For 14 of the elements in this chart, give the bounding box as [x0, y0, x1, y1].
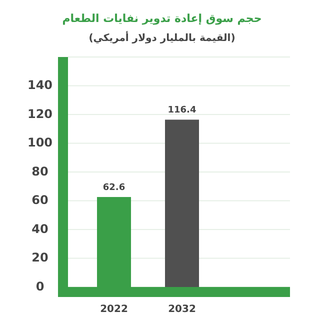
y-tick-label: 100 — [27, 136, 53, 150]
y-tick-label: 0 — [36, 279, 44, 294]
x-tick-label: 2032 — [168, 304, 196, 315]
chart-title: حجم سوق إعادة تدوير نفايات الطعام — [62, 12, 262, 25]
data-label: 62.6 — [102, 183, 126, 194]
data-label: 116.4 — [168, 106, 196, 116]
chart-subtitle: (القيمة بالمليار دولار أمريكي) — [88, 31, 236, 44]
y-tick-label: 20 — [32, 250, 48, 265]
y-tick-label: 80 — [32, 164, 48, 178]
y-tick-label: 140 — [27, 78, 53, 92]
y-tick-label: 120 — [27, 106, 53, 121]
y-tick-label: 40 — [32, 222, 48, 236]
x-tick-label: 2022 — [100, 304, 128, 315]
y-tick-label: 60 — [32, 193, 48, 208]
